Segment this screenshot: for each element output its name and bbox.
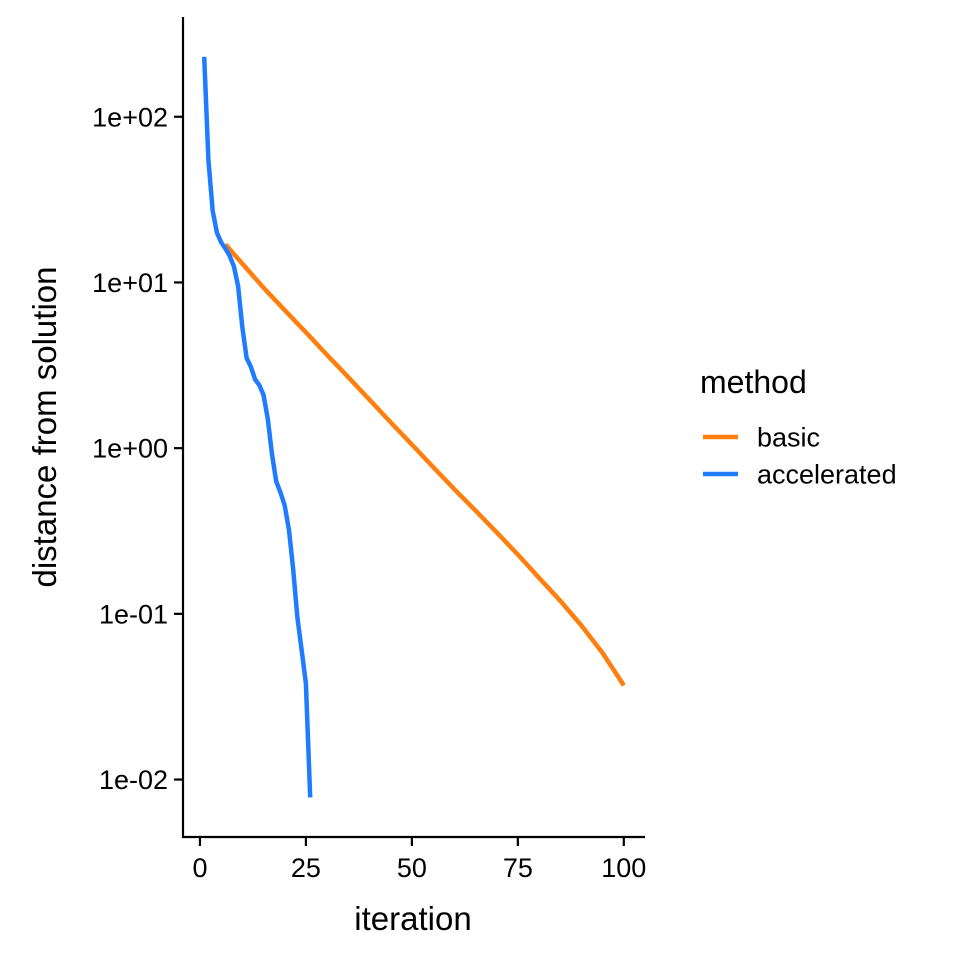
series-line-basic bbox=[223, 242, 626, 687]
series-layer bbox=[201, 56, 626, 798]
legend-label-basic: basic bbox=[757, 423, 820, 453]
legend: method basic accelerated bbox=[700, 364, 897, 490]
y-ticks: 1e-02 1e-01 1e+00 1e+01 1e+02 bbox=[92, 102, 183, 795]
series-line-accelerated bbox=[201, 56, 313, 798]
legend-label-accelerated: accelerated bbox=[757, 460, 897, 490]
x-tick-label: 100 bbox=[601, 853, 646, 883]
legend-entries: basic accelerated bbox=[703, 423, 897, 490]
y-axis-title: distance from solution bbox=[26, 267, 63, 588]
plot-area: 1e-02 1e-01 1e+00 1e+01 1e+02 0 25 50 75 100 bbox=[92, 17, 646, 883]
y-tick-label: 1e+00 bbox=[92, 434, 168, 464]
y-tick-label: 1e+01 bbox=[92, 268, 168, 298]
x-tick-label: 25 bbox=[291, 853, 321, 883]
x-tick-label: 50 bbox=[397, 853, 427, 883]
legend-title: method bbox=[700, 364, 807, 400]
y-tick-label: 1e-01 bbox=[99, 599, 168, 629]
y-tick-label: 1e+02 bbox=[92, 102, 168, 132]
x-ticks: 0 25 50 75 100 bbox=[192, 837, 646, 883]
x-tick-label: 75 bbox=[503, 853, 533, 883]
y-tick-label: 1e-02 bbox=[99, 765, 168, 795]
x-axis-title: iteration bbox=[354, 900, 471, 937]
x-tick-label: 0 bbox=[192, 853, 207, 883]
